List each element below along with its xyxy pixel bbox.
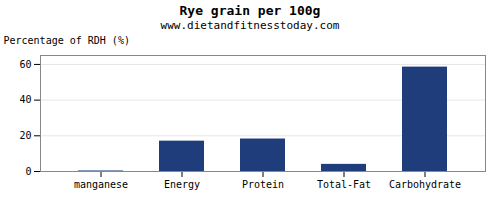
svg-text:manganese: manganese — [74, 179, 128, 190]
html-text:www.dietandfitnesstoday.com: www.dietandfitnesstoday.com — [160, 19, 340, 32]
svg-text:20: 20 — [19, 130, 31, 141]
svg-text:Carbohydrate: Carbohydrate — [389, 179, 461, 190]
svg-text:Energy: Energy — [164, 179, 200, 190]
svg-text:40: 40 — [19, 94, 31, 105]
html-text:Rye grain per 100g: Rye grain per 100g — [179, 3, 321, 18]
svg-text:0: 0 — [25, 166, 31, 177]
svg-text:Protein: Protein — [242, 179, 284, 190]
svg-text:Percentage of RDH (%): Percentage of RDH (%) — [4, 35, 130, 46]
svg-text:60: 60 — [19, 59, 31, 70]
svg-text:Total-Fat: Total-Fat — [317, 179, 371, 190]
